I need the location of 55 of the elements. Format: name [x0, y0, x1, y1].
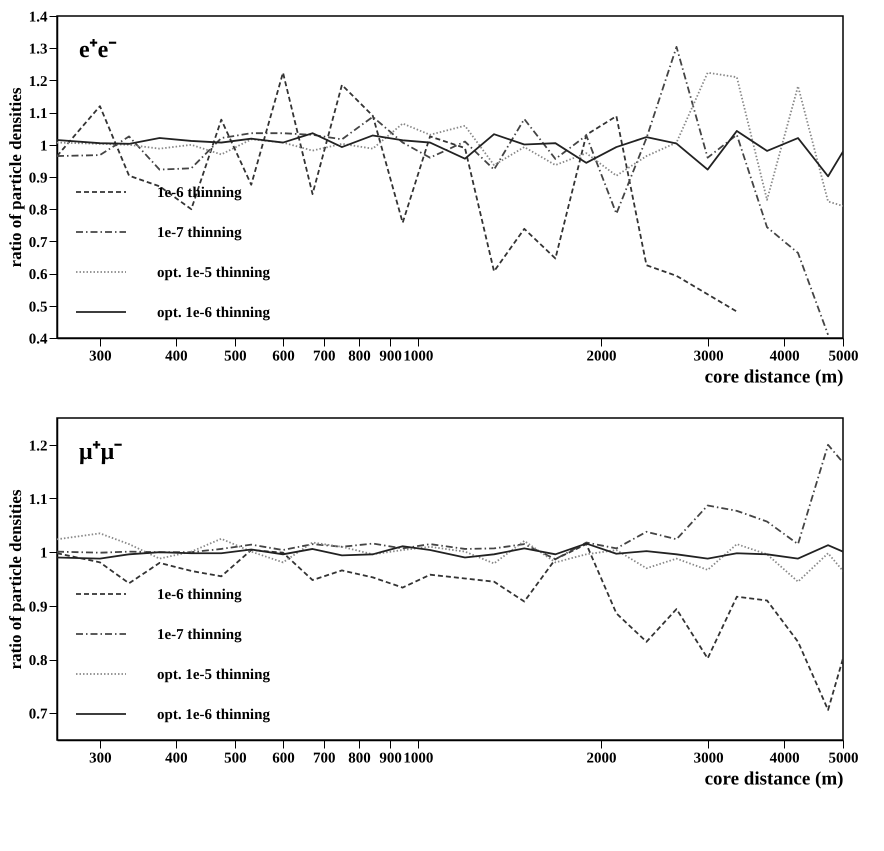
- x-tick-label: 800: [348, 750, 371, 766]
- annotation: μ⁺μ⁻: [79, 439, 122, 465]
- y-tick-label: 1.3: [28, 42, 48, 58]
- y-tick-label: 1.2: [28, 438, 48, 454]
- legend-label: 1e-6 thinning: [157, 185, 242, 201]
- y-axis-title: ratio of particle densities: [6, 87, 25, 268]
- x-tick-label: 700: [312, 750, 336, 766]
- y-tick-label: 0.9: [28, 170, 48, 186]
- legend-label: 1e-7 thinning: [157, 627, 242, 643]
- x-tick-label: 400: [165, 750, 188, 766]
- legend-label: 1e-6 thinning: [157, 587, 242, 603]
- x-tick-label: 5000: [828, 348, 858, 364]
- y-tick-label: 0.7: [28, 706, 48, 723]
- y-tick-label: 0.4: [28, 332, 48, 348]
- annotation: e⁺e⁻: [79, 37, 116, 63]
- x-tick-label: 800: [348, 348, 371, 364]
- x-tick-label: 3000: [694, 750, 724, 766]
- legend-label: opt. 1e-6 thinning: [157, 305, 270, 321]
- x-tick-label: 900: [379, 348, 402, 364]
- legend-label: opt. 1e-5 thinning: [157, 667, 270, 683]
- x-tick-label: 2000: [586, 348, 616, 364]
- x-tick-label: 300: [89, 750, 112, 766]
- y-tick-label: 1: [40, 138, 48, 154]
- legend-label: 1e-7 thinning: [157, 225, 242, 241]
- x-tick-label: 2000: [586, 750, 616, 766]
- x-tick-label: 500: [224, 348, 247, 364]
- x-tick-label: 1000: [403, 348, 434, 364]
- x-axis-title: core distance (m): [704, 768, 844, 790]
- y-tick-label: 0.6: [28, 267, 48, 284]
- x-tick-label: 1000: [403, 750, 434, 766]
- y-tick-label: 0.5: [28, 299, 48, 316]
- y-tick-label: 1: [40, 546, 48, 562]
- legend-label: opt. 1e-5 thinning: [157, 265, 270, 281]
- y-tick-label: 0.7: [28, 234, 48, 251]
- y-tick-label: 0.8: [28, 202, 48, 219]
- x-tick-label: 300: [89, 348, 112, 364]
- y-tick-label: 1.2: [28, 74, 48, 90]
- y-tick-label: 0.9: [28, 599, 48, 616]
- x-tick-label: 3000: [694, 348, 724, 364]
- x-tick-label: 400: [165, 348, 188, 364]
- x-tick-label: 4000: [770, 750, 800, 766]
- x-tick-label: 600: [272, 750, 295, 766]
- x-tick-label: 5000: [828, 750, 858, 766]
- legend-label: opt. 1e-6 thinning: [157, 707, 270, 723]
- x-tick-label: 700: [312, 348, 336, 364]
- y-axis-title: ratio of particle densities: [6, 489, 25, 670]
- x-tick-label: 600: [272, 348, 295, 364]
- x-tick-label: 900: [379, 750, 402, 766]
- y-tick-label: 1.1: [28, 106, 48, 122]
- x-tick-label: 4000: [770, 348, 800, 364]
- x-tick-label: 500: [224, 750, 247, 766]
- y-tick-label: 0.8: [28, 653, 48, 669]
- y-tick-label: 1.4: [28, 10, 48, 26]
- y-tick-label: 1.1: [28, 492, 48, 508]
- x-axis-title: core distance (m): [704, 366, 844, 388]
